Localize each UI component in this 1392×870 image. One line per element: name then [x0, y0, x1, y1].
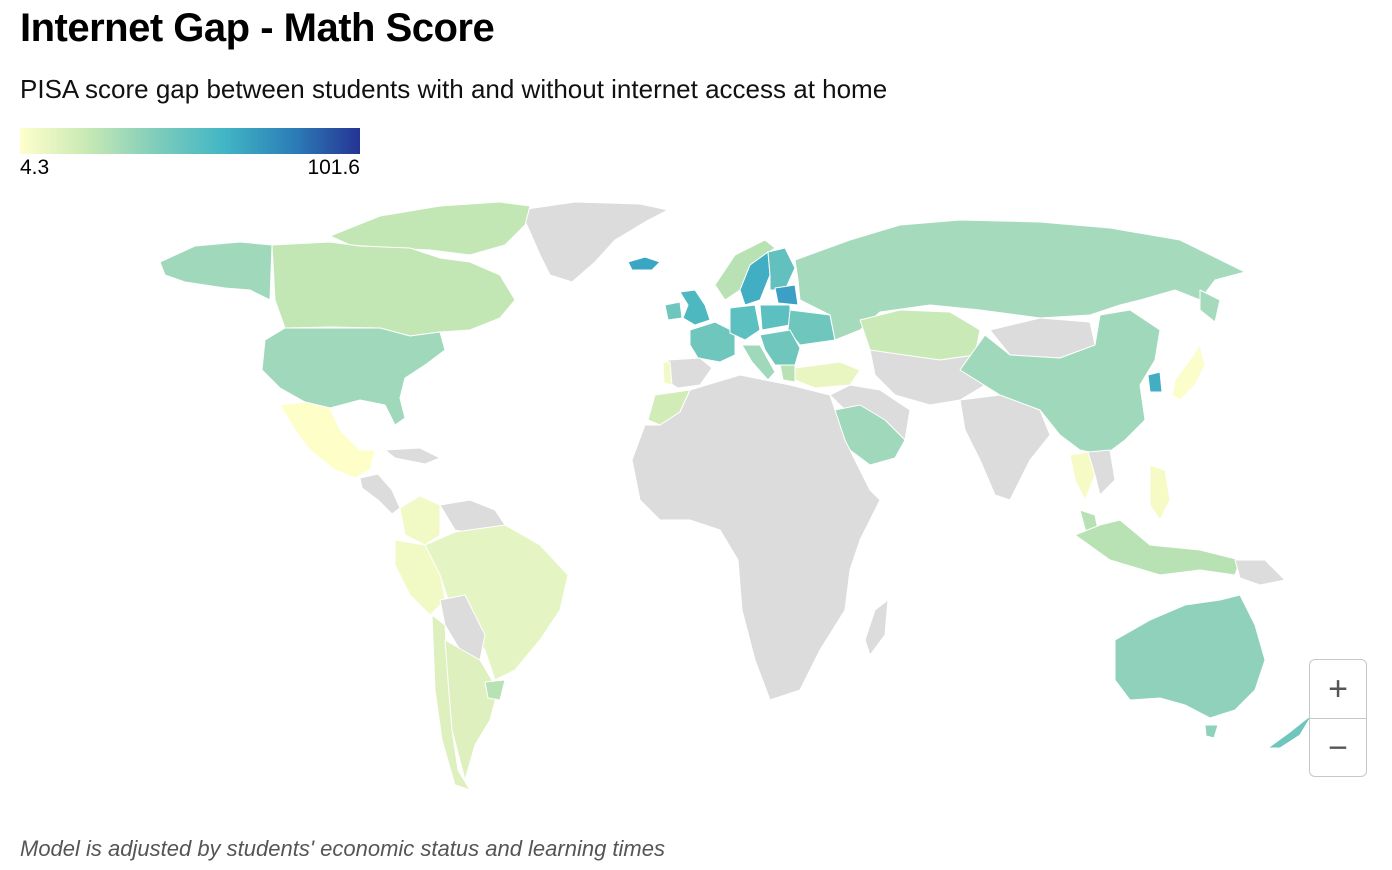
- country-china[interactable]: [959, 309, 1161, 456]
- legend-gradient-bar: [20, 128, 360, 154]
- zoom-out-button[interactable]: −: [1310, 718, 1366, 776]
- state-tasmania[interactable]: [1204, 724, 1219, 739]
- footnote: Model is adjusted by students' economic …: [20, 836, 665, 861]
- country-colombia[interactable]: [399, 495, 441, 546]
- legend-max-label: 101.6: [307, 156, 360, 179]
- region-caribbean[interactable]: [384, 447, 441, 465]
- country-canada[interactable]: [271, 241, 516, 337]
- country-ireland[interactable]: [664, 301, 683, 321]
- country-south-korea[interactable]: [1147, 371, 1163, 393]
- country-uruguay[interactable]: [484, 679, 506, 701]
- chart-title: Internet Gap - Math Score: [20, 6, 495, 50]
- zoom-controls: + −: [1309, 659, 1367, 777]
- chart-subtitle: PISA score gap between students with and…: [20, 74, 888, 104]
- country-baltics[interactable]: [774, 284, 799, 306]
- country-iceland[interactable]: [627, 256, 661, 271]
- region-russia-east[interactable]: [1199, 289, 1221, 323]
- zoom-in-button[interactable]: +: [1328, 669, 1348, 708]
- state-alaska[interactable]: [159, 241, 273, 301]
- country-germany[interactable]: [729, 304, 761, 341]
- country-papua[interactable]: [1234, 559, 1286, 586]
- country-united-states[interactable]: [261, 327, 446, 426]
- country-france[interactable]: [689, 321, 736, 363]
- color-legend: 4.3 101.6: [20, 128, 360, 182]
- country-indonesia[interactable]: [1074, 519, 1241, 576]
- legend-min-label: 4.3: [20, 156, 50, 179]
- country-portugal[interactable]: [662, 361, 673, 386]
- country-russia[interactable]: [794, 219, 1246, 341]
- region-central-america[interactable]: [359, 473, 401, 515]
- country-greece[interactable]: [779, 364, 796, 383]
- country-finland[interactable]: [767, 247, 796, 291]
- country-philippines[interactable]: [1149, 464, 1171, 521]
- country-argentina[interactable]: [444, 639, 499, 781]
- continent-africa[interactable]: [631, 374, 881, 701]
- country-turkey[interactable]: [794, 361, 861, 389]
- country-australia[interactable]: [1114, 594, 1266, 719]
- country-ukraine[interactable]: [787, 309, 836, 346]
- region-south-asia[interactable]: [959, 394, 1051, 501]
- region-indochina[interactable]: [1087, 449, 1116, 496]
- country-thailand[interactable]: [1069, 451, 1096, 501]
- country-greenland[interactable]: [519, 201, 669, 283]
- world-choropleth-map[interactable]: [0, 195, 1392, 805]
- country-japan[interactable]: [1171, 344, 1206, 401]
- country-mexico[interactable]: [279, 401, 376, 479]
- country-new-zealand[interactable]: [1267, 714, 1313, 749]
- country-united-kingdom[interactable]: [679, 289, 711, 326]
- country-poland[interactable]: [759, 304, 791, 331]
- country-italy[interactable]: [741, 344, 776, 381]
- country-madagascar[interactable]: [864, 599, 889, 656]
